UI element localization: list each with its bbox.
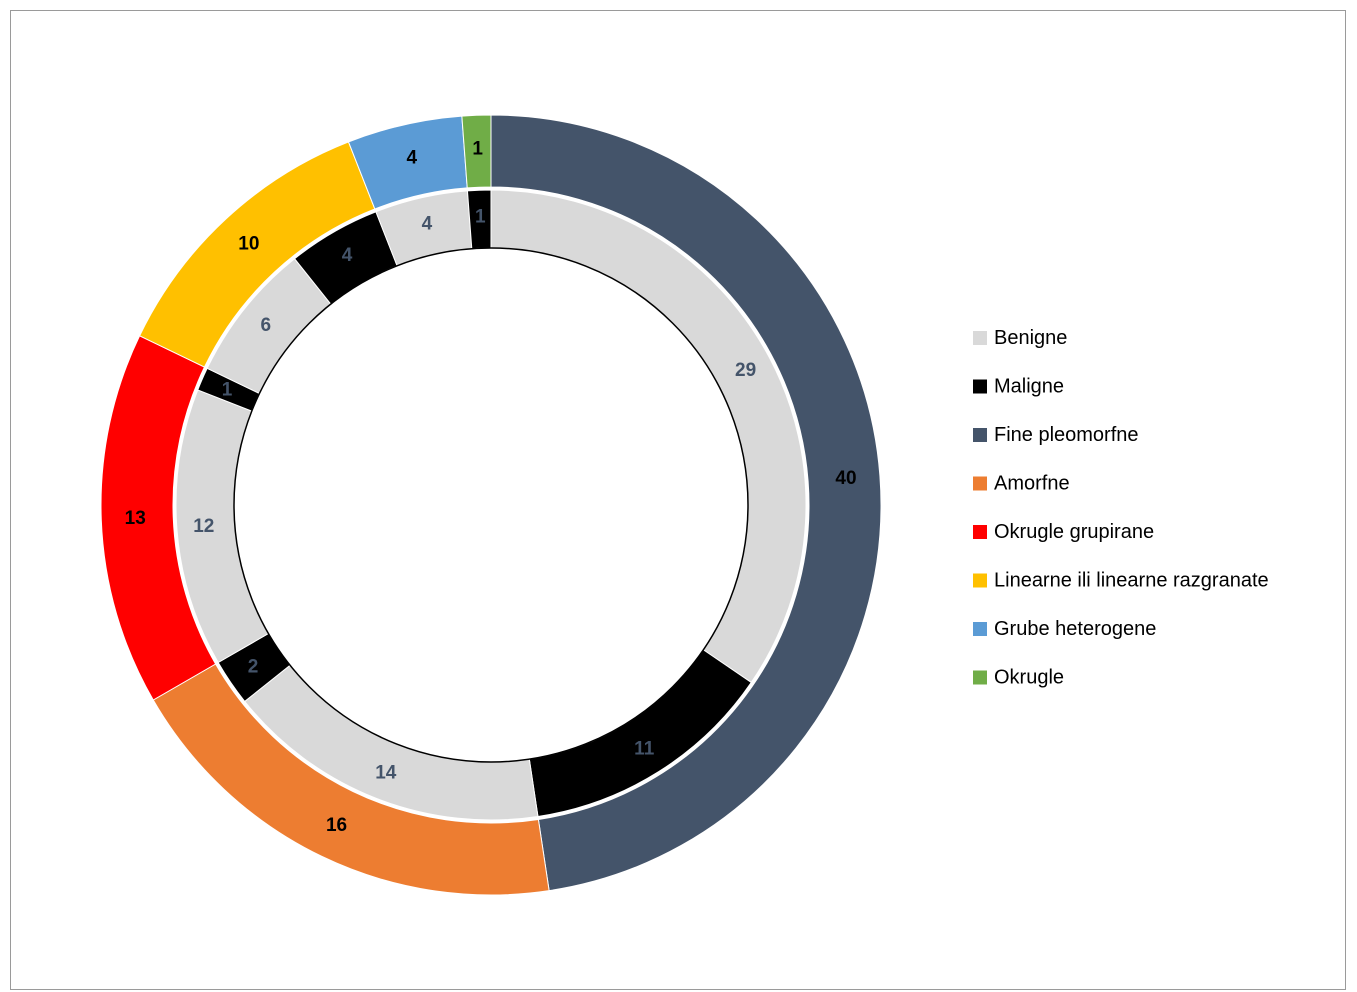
- inner-label-benigne: 6: [261, 315, 272, 336]
- outer-slice-okrugle: [461, 114, 492, 189]
- legend-swatch-okrugle: [973, 670, 987, 685]
- legend: Benigne Maligne Fine pleomorfne Amorfne Okru…: [973, 327, 1269, 689]
- outer-label-okrugle: 1: [472, 139, 483, 160]
- outer-label-linearne-ili-linearne-razgranate: 10: [238, 234, 259, 255]
- legend-swatch-linearne-ili-linearne-razgranate: [973, 573, 987, 588]
- legend-swatch-maligne: [973, 379, 987, 394]
- legend-swatch-grube-heterogene: [973, 622, 987, 636]
- outer-label-okrugle-grupirane: 13: [125, 508, 146, 529]
- legend-swatch-fine-pleomorfne: [973, 428, 987, 442]
- inner-label-maligne: 11: [634, 738, 655, 759]
- inner-label-benigne: 29: [735, 360, 756, 381]
- inner-label-maligne: 1: [222, 379, 233, 400]
- legend-label-benigne: Benigne: [994, 327, 1067, 349]
- legend-label-amorfne: Amorfne: [994, 473, 1070, 495]
- legend-label-okrugle-grupirane: Okrugle grupirane: [994, 521, 1154, 543]
- chart-area: 40 16 13 10 4 1 29 11 14 2 12 1 6 4 4 1 Benigne Maligne F…: [10, 10, 1346, 990]
- outer-ring: [100, 114, 882, 896]
- legend-swatch-benigne: [973, 331, 987, 345]
- inner-label-maligne: 1: [475, 207, 486, 228]
- inner-label-benigne: 12: [193, 516, 214, 537]
- legend-label-linearne-ili-linearne-razgranate: Linearne ili linearne razgranate: [994, 570, 1269, 592]
- inner-ring: [175, 189, 807, 821]
- inner-label-maligne: 4: [342, 245, 353, 266]
- outer-slice-fine-pleomorfne: [490, 114, 882, 892]
- legend-swatch-amorfne: [973, 476, 987, 491]
- inner-label-benigne: 14: [375, 763, 397, 784]
- legend-label-grube-heterogene: Grube heterogene: [994, 618, 1156, 640]
- outer-label-fine-pleomorfne: 40: [835, 468, 856, 489]
- outer-label-grube-heterogene: 4: [406, 147, 417, 168]
- legend-label-fine-pleomorfne: Fine pleomorfne: [994, 424, 1139, 446]
- legend-swatch-okrugle-grupirane: [973, 525, 987, 539]
- inner-label-maligne: 2: [248, 657, 259, 678]
- legend-label-okrugle: Okrugle: [994, 667, 1064, 689]
- legend-label-maligne: Maligne: [994, 376, 1064, 398]
- doughnut-hole: [233, 247, 749, 763]
- inner-label-benigne: 4: [422, 214, 433, 235]
- outer-label-amorfne: 16: [326, 815, 347, 836]
